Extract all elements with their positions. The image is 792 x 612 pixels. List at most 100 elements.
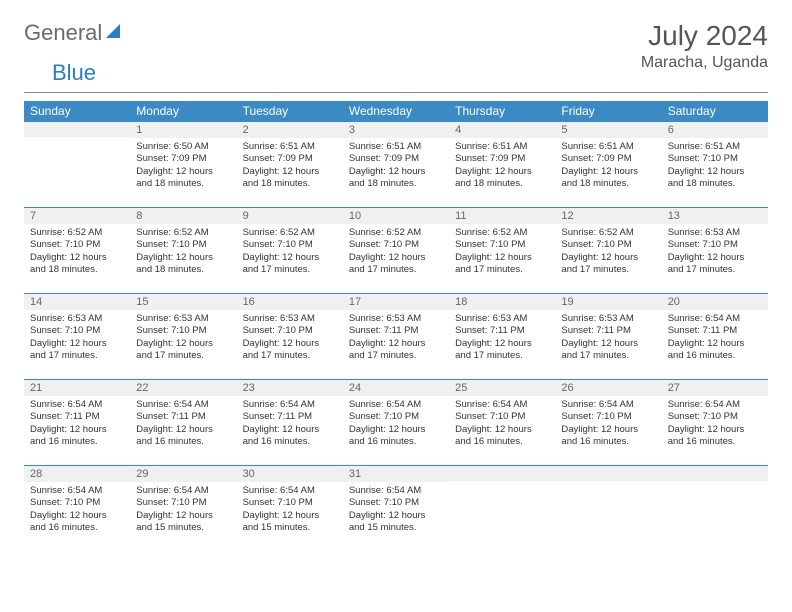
calendar-row: 14Sunrise: 6:53 AMSunset: 7:10 PMDayligh… — [24, 293, 768, 379]
day-number — [24, 121, 130, 137]
calendar-empty-cell — [449, 465, 555, 551]
day-number: 15 — [130, 293, 236, 310]
day-number: 27 — [662, 379, 768, 396]
day-number: 24 — [343, 379, 449, 396]
brand-triangle-icon — [106, 24, 120, 38]
calendar-day-cell: 16Sunrise: 6:53 AMSunset: 7:10 PMDayligh… — [237, 293, 343, 379]
day-number: 31 — [343, 465, 449, 482]
header-rule — [24, 92, 768, 93]
day-details: Sunrise: 6:54 AMSunset: 7:11 PMDaylight:… — [24, 396, 130, 454]
day-details: Sunrise: 6:53 AMSunset: 7:11 PMDaylight:… — [343, 310, 449, 368]
day-number: 21 — [24, 379, 130, 396]
day-number: 30 — [237, 465, 343, 482]
calendar-day-cell: 17Sunrise: 6:53 AMSunset: 7:11 PMDayligh… — [343, 293, 449, 379]
day-number: 7 — [24, 207, 130, 224]
day-details: Sunrise: 6:53 AMSunset: 7:10 PMDaylight:… — [662, 224, 768, 282]
calendar-day-cell: 30Sunrise: 6:54 AMSunset: 7:10 PMDayligh… — [237, 465, 343, 551]
calendar-day-cell: 3Sunrise: 6:51 AMSunset: 7:09 PMDaylight… — [343, 121, 449, 207]
day-details: Sunrise: 6:54 AMSunset: 7:10 PMDaylight:… — [24, 482, 130, 540]
day-details: Sunrise: 6:52 AMSunset: 7:10 PMDaylight:… — [24, 224, 130, 282]
day-details: Sunrise: 6:52 AMSunset: 7:10 PMDaylight:… — [555, 224, 661, 282]
calendar-empty-cell — [555, 465, 661, 551]
calendar-day-cell: 6Sunrise: 6:51 AMSunset: 7:10 PMDaylight… — [662, 121, 768, 207]
day-number — [662, 465, 768, 481]
weekday-header: Monday — [130, 101, 236, 121]
day-number: 1 — [130, 121, 236, 138]
calendar-day-cell: 26Sunrise: 6:54 AMSunset: 7:10 PMDayligh… — [555, 379, 661, 465]
day-number: 19 — [555, 293, 661, 310]
day-details: Sunrise: 6:53 AMSunset: 7:11 PMDaylight:… — [449, 310, 555, 368]
calendar-day-cell: 25Sunrise: 6:54 AMSunset: 7:10 PMDayligh… — [449, 379, 555, 465]
calendar-day-cell: 12Sunrise: 6:52 AMSunset: 7:10 PMDayligh… — [555, 207, 661, 293]
day-details: Sunrise: 6:53 AMSunset: 7:10 PMDaylight:… — [237, 310, 343, 368]
day-number: 2 — [237, 121, 343, 138]
calendar-day-cell: 5Sunrise: 6:51 AMSunset: 7:09 PMDaylight… — [555, 121, 661, 207]
day-details: Sunrise: 6:54 AMSunset: 7:10 PMDaylight:… — [130, 482, 236, 540]
day-details: Sunrise: 6:51 AMSunset: 7:09 PMDaylight:… — [237, 138, 343, 196]
calendar-day-cell: 9Sunrise: 6:52 AMSunset: 7:10 PMDaylight… — [237, 207, 343, 293]
calendar-day-cell: 15Sunrise: 6:53 AMSunset: 7:10 PMDayligh… — [130, 293, 236, 379]
weekday-header: Sunday — [24, 101, 130, 121]
calendar-day-cell: 24Sunrise: 6:54 AMSunset: 7:10 PMDayligh… — [343, 379, 449, 465]
day-details: Sunrise: 6:54 AMSunset: 7:11 PMDaylight:… — [237, 396, 343, 454]
calendar-day-cell: 19Sunrise: 6:53 AMSunset: 7:11 PMDayligh… — [555, 293, 661, 379]
calendar-day-cell: 13Sunrise: 6:53 AMSunset: 7:10 PMDayligh… — [662, 207, 768, 293]
day-details: Sunrise: 6:54 AMSunset: 7:10 PMDaylight:… — [555, 396, 661, 454]
calendar-day-cell: 14Sunrise: 6:53 AMSunset: 7:10 PMDayligh… — [24, 293, 130, 379]
day-number: 17 — [343, 293, 449, 310]
calendar-day-cell: 27Sunrise: 6:54 AMSunset: 7:10 PMDayligh… — [662, 379, 768, 465]
day-number: 25 — [449, 379, 555, 396]
day-details: Sunrise: 6:52 AMSunset: 7:10 PMDaylight:… — [237, 224, 343, 282]
day-details: Sunrise: 6:54 AMSunset: 7:10 PMDaylight:… — [237, 482, 343, 540]
day-number: 22 — [130, 379, 236, 396]
calendar-day-cell: 8Sunrise: 6:52 AMSunset: 7:10 PMDaylight… — [130, 207, 236, 293]
day-details: Sunrise: 6:54 AMSunset: 7:11 PMDaylight:… — [130, 396, 236, 454]
day-details: Sunrise: 6:51 AMSunset: 7:09 PMDaylight:… — [343, 138, 449, 196]
calendar-day-cell: 28Sunrise: 6:54 AMSunset: 7:10 PMDayligh… — [24, 465, 130, 551]
day-details: Sunrise: 6:54 AMSunset: 7:11 PMDaylight:… — [662, 310, 768, 368]
day-number: 9 — [237, 207, 343, 224]
calendar-day-cell: 18Sunrise: 6:53 AMSunset: 7:11 PMDayligh… — [449, 293, 555, 379]
day-number: 20 — [662, 293, 768, 310]
calendar-table: SundayMondayTuesdayWednesdayThursdayFrid… — [24, 101, 768, 551]
day-number: 18 — [449, 293, 555, 310]
day-details: Sunrise: 6:53 AMSunset: 7:10 PMDaylight:… — [24, 310, 130, 368]
day-number: 26 — [555, 379, 661, 396]
day-number: 13 — [662, 207, 768, 224]
day-number: 29 — [130, 465, 236, 482]
calendar-day-cell: 10Sunrise: 6:52 AMSunset: 7:10 PMDayligh… — [343, 207, 449, 293]
weekday-header: Saturday — [662, 101, 768, 121]
calendar-day-cell: 2Sunrise: 6:51 AMSunset: 7:09 PMDaylight… — [237, 121, 343, 207]
day-details: Sunrise: 6:52 AMSunset: 7:10 PMDaylight:… — [130, 224, 236, 282]
brand-logo: General — [24, 20, 122, 46]
month-title: July 2024 — [641, 20, 768, 52]
day-number — [555, 465, 661, 481]
calendar-empty-cell — [24, 121, 130, 207]
day-details: Sunrise: 6:54 AMSunset: 7:10 PMDaylight:… — [343, 482, 449, 540]
day-details: Sunrise: 6:52 AMSunset: 7:10 PMDaylight:… — [343, 224, 449, 282]
calendar-day-cell: 11Sunrise: 6:52 AMSunset: 7:10 PMDayligh… — [449, 207, 555, 293]
title-block: July 2024 Maracha, Uganda — [641, 20, 768, 72]
day-details: Sunrise: 6:53 AMSunset: 7:10 PMDaylight:… — [130, 310, 236, 368]
day-number: 28 — [24, 465, 130, 482]
calendar-head: SundayMondayTuesdayWednesdayThursdayFrid… — [24, 101, 768, 121]
day-number: 23 — [237, 379, 343, 396]
day-number: 12 — [555, 207, 661, 224]
day-details: Sunrise: 6:52 AMSunset: 7:10 PMDaylight:… — [449, 224, 555, 282]
day-details: Sunrise: 6:54 AMSunset: 7:10 PMDaylight:… — [662, 396, 768, 454]
calendar-day-cell: 22Sunrise: 6:54 AMSunset: 7:11 PMDayligh… — [130, 379, 236, 465]
weekday-header: Friday — [555, 101, 661, 121]
location-subtitle: Maracha, Uganda — [641, 54, 768, 72]
day-number: 5 — [555, 121, 661, 138]
calendar-day-cell: 29Sunrise: 6:54 AMSunset: 7:10 PMDayligh… — [130, 465, 236, 551]
calendar-body: 1Sunrise: 6:50 AMSunset: 7:09 PMDaylight… — [24, 121, 768, 551]
calendar-day-cell: 7Sunrise: 6:52 AMSunset: 7:10 PMDaylight… — [24, 207, 130, 293]
weekday-header: Wednesday — [343, 101, 449, 121]
day-number: 14 — [24, 293, 130, 310]
day-details: Sunrise: 6:51 AMSunset: 7:10 PMDaylight:… — [662, 138, 768, 196]
day-number — [449, 465, 555, 481]
calendar-row: 1Sunrise: 6:50 AMSunset: 7:09 PMDaylight… — [24, 121, 768, 207]
day-details: Sunrise: 6:53 AMSunset: 7:11 PMDaylight:… — [555, 310, 661, 368]
weekday-row: SundayMondayTuesdayWednesdayThursdayFrid… — [24, 101, 768, 121]
calendar-day-cell: 20Sunrise: 6:54 AMSunset: 7:11 PMDayligh… — [662, 293, 768, 379]
